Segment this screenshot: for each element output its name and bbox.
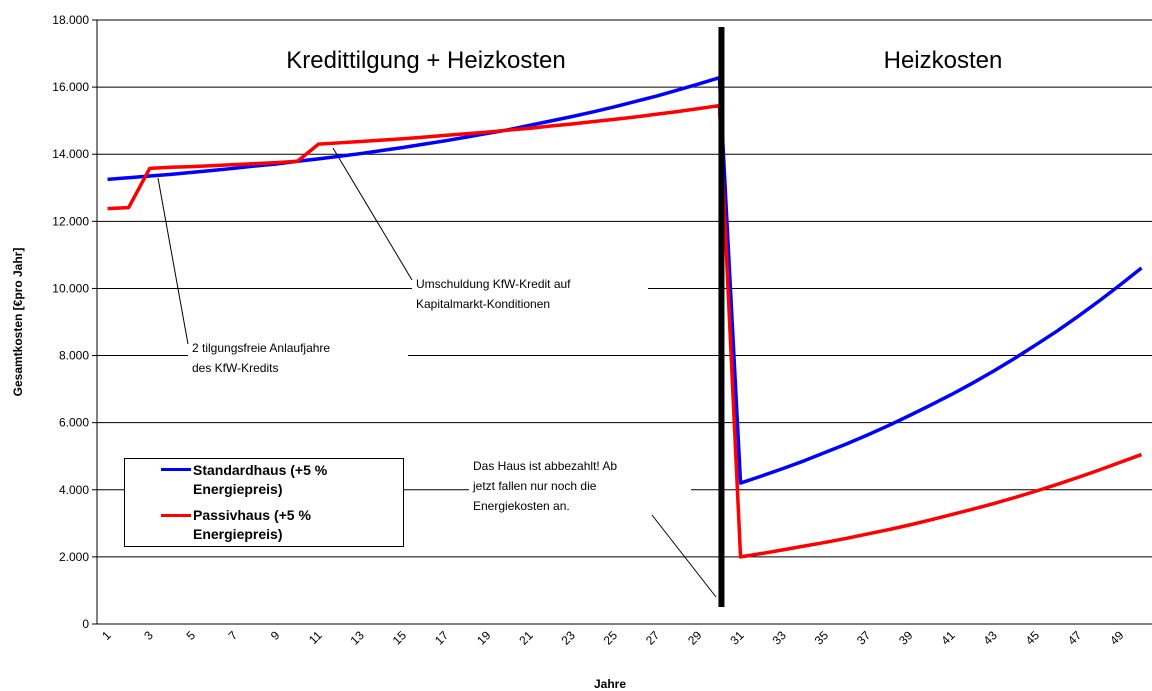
x-tick-label: 47 [1065,628,1085,648]
annotation-bg [412,274,648,318]
phase-label: Kredittilgung + Heizkosten [286,47,566,74]
annotation: 2 tilgungsfreie Anlaufjahre [192,341,330,355]
x-tick-label: 43 [981,628,1001,648]
x-tick-label: 49 [1107,628,1127,648]
x-tick-label: 35 [812,628,832,648]
legend-entry: Passivhaus (+5 % Energiepreis) [193,507,311,542]
annotation-bg [469,456,691,520]
x-tick-label: 37 [854,628,874,648]
y-tick-label: 2.000 [59,550,89,564]
x-tick-label: 27 [643,628,663,648]
x-tick-label: 45 [1023,628,1043,648]
y-tick-label: 16.000 [52,80,89,94]
x-tick-label: 19 [474,628,494,648]
x-tick-label: 21 [516,628,536,648]
y-tick-label: 0 [82,617,89,631]
annotation-bg [188,338,408,382]
y-tick-label: 12.000 [52,214,89,228]
leader-line [157,177,189,345]
x-tick-label: 39 [896,628,916,648]
y-axis-title: Gesamtkosten [€pro Jahr] [11,248,25,397]
x-tick-label: 25 [601,628,621,648]
x-tick-label: 15 [390,628,410,648]
y-tick-label: 10.000 [52,281,89,295]
legend: Standardhaus (+5 % Energiepreis) Passivh… [124,458,404,547]
x-tick-label: 1 [99,628,114,643]
x-tick-label: 11 [306,628,325,647]
y-tick-label: 6.000 [59,416,89,430]
x-tick-label: 41 [938,628,958,648]
annotation: jetzt fallen nur noch die [472,479,597,493]
x-tick-label: 13 [348,628,368,648]
annotation: Umschuldung KfW-Kredit auf [416,277,571,291]
x-tick-label: 23 [559,628,579,648]
leader-line [332,147,413,281]
annotation: des KfW-Kredits [192,361,278,375]
x-tick-label: 9 [268,628,283,643]
x-tick-label: 31 [727,628,747,648]
y-tick-label: 14.000 [52,147,89,161]
annotation: Das Haus ist abbezahlt! Ab [473,459,617,473]
x-tick-label: 5 [183,628,198,643]
annotation: Energiekosten an. [473,499,570,513]
annotation: Kapitalmarkt-Konditionen [416,297,550,311]
legend-entry: Standardhaus (+5 % Energiepreis) [193,462,328,497]
y-tick-label: 18.000 [52,13,89,27]
leader-line [651,514,717,598]
x-tick-label: 29 [685,628,705,648]
x-tick-label: 33 [770,628,790,648]
x-axis-title: Jahre [594,677,626,691]
x-tick-label: 17 [432,628,452,648]
y-tick-label: 8.000 [59,349,89,363]
y-tick-label: 4.000 [59,483,89,497]
x-tick-label: 7 [226,628,241,643]
x-tick-label: 3 [141,628,156,643]
legend-swatch [161,468,191,471]
legend-swatch [161,514,191,517]
series-line [107,103,1143,559]
phase-label: Heizkosten [884,47,1003,74]
